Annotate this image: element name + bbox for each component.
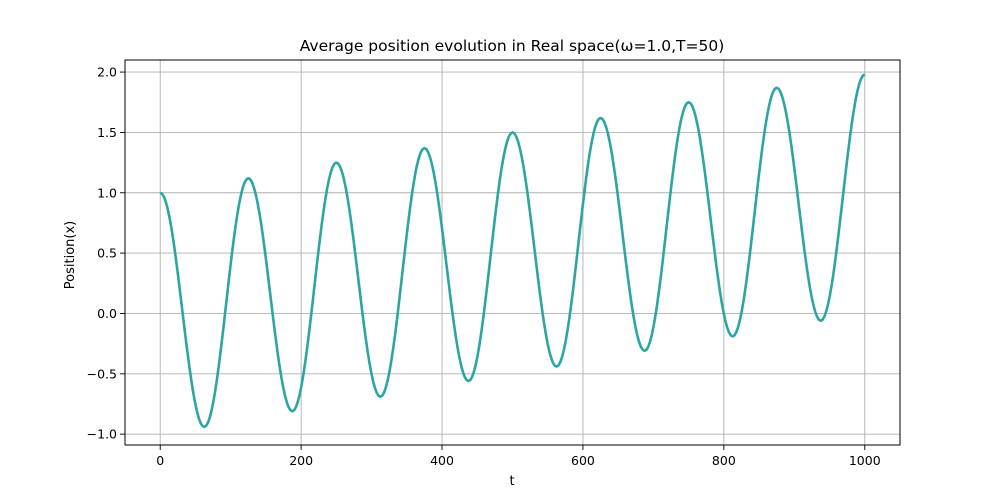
x-tick-label: 200 <box>289 453 313 468</box>
grid <box>125 60 900 445</box>
y-axis-label: Position(x) <box>63 221 78 289</box>
y-tick-label: 0.5 <box>97 246 117 261</box>
x-axis: 0 200 400 600 800 1000 <box>156 445 881 468</box>
y-tick-label: 2.0 <box>97 65 117 80</box>
y-tick-label: 1.0 <box>97 185 117 200</box>
y-tick-label: −1.0 <box>87 427 117 442</box>
x-tick-label: 1000 <box>849 453 881 468</box>
x-axis-label: t <box>509 474 514 489</box>
plot-frame <box>124 59 901 446</box>
chart-title: Average position evolution in Real space… <box>300 37 725 55</box>
series-line <box>159 73 866 429</box>
x-tick-label: 800 <box>712 453 736 468</box>
x-tick-label: 400 <box>430 453 454 468</box>
x-tick-label: 0 <box>156 453 164 468</box>
x-tick-label: 600 <box>571 453 595 468</box>
series-layer <box>159 73 866 429</box>
y-axis: −1.0 −0.5 0.0 0.5 1.0 1.5 2.0 <box>87 65 125 442</box>
y-tick-label: −0.5 <box>87 366 117 381</box>
y-tick-label: 1.5 <box>97 125 117 140</box>
y-tick-label: 0.0 <box>97 306 117 321</box>
